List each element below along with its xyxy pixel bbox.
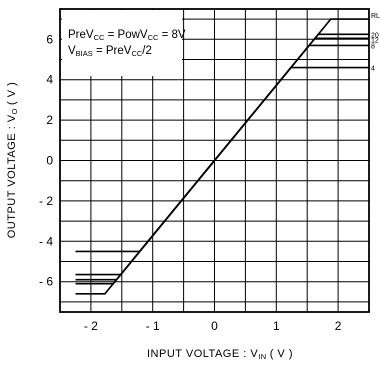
series-label: 12 xyxy=(371,37,379,44)
x-tick-label: - 2 xyxy=(84,319,98,333)
y-axis-title: OUTPUT VOLTAGE : VO ( V ) xyxy=(6,82,19,239)
legend-line-1-part-1: CC xyxy=(94,33,105,42)
x-axis-title-sub: IN xyxy=(258,352,267,361)
series-label: 20 xyxy=(371,32,379,39)
y-tick-label: - 6 xyxy=(39,275,53,289)
legend-line-1-part-2: = PowV xyxy=(104,29,147,41)
legend-line-1-part-4: = 8V xyxy=(158,29,186,41)
series-lines xyxy=(75,18,369,295)
legend-line-2-part-3: CC xyxy=(131,49,142,58)
y-tick-label: 2 xyxy=(46,113,53,127)
y-tick-label: 4 xyxy=(46,73,53,87)
y-tick-label: - 2 xyxy=(39,194,53,208)
y-tick-label: 0 xyxy=(46,154,53,168)
plot-frame xyxy=(59,8,370,313)
legend-line-2-part-0: V xyxy=(68,45,76,57)
y-tick-label: 6 xyxy=(46,32,53,46)
y-axis-title-main: OUTPUT VOLTAGE : V xyxy=(6,114,18,238)
tick-labels: - 2 - 1 0 1 2 6 4 2 0 - 2 - 4 - 6 xyxy=(39,32,342,333)
y-tick-label: - 4 xyxy=(39,234,53,248)
legend-line-1: PreVCC = PowVCC = 8V xyxy=(68,29,186,42)
legend-background xyxy=(62,10,182,76)
series-header: RL xyxy=(371,13,380,20)
legend-line-2-part-1: BIAS xyxy=(76,49,93,58)
y-axis-title-unit: ( V ) xyxy=(6,82,18,105)
x-axis-title-unit: ( V ) xyxy=(270,348,293,360)
x-tick-label: 1 xyxy=(273,319,280,333)
legend-box: PreVCC = PowVCC = 8V VBIAS = PreVCC/2 xyxy=(62,10,186,76)
x-axis-title: INPUT VOLTAGE : VIN( V ) xyxy=(147,348,293,361)
series-line xyxy=(75,66,369,253)
x-tick-label: 0 xyxy=(211,319,218,333)
x-axis-title-main: INPUT VOLTAGE : V xyxy=(147,348,258,360)
x-tick-label: 2 xyxy=(335,319,342,333)
legend-line-1-part-3: CC xyxy=(148,33,159,42)
legend-line-2: VBIAS = PreVCC/2 xyxy=(68,45,152,58)
legend-line-2-part-2: = PreV xyxy=(93,45,132,57)
y-axis-title-sub: O xyxy=(10,108,19,114)
series-label: 8 xyxy=(371,43,375,50)
legend-line-1-part-0: PreV xyxy=(68,29,94,41)
legend-line-2-part-4: /2 xyxy=(142,45,152,57)
x-tick-label: - 1 xyxy=(146,319,160,333)
series-label: 4 xyxy=(371,66,375,73)
